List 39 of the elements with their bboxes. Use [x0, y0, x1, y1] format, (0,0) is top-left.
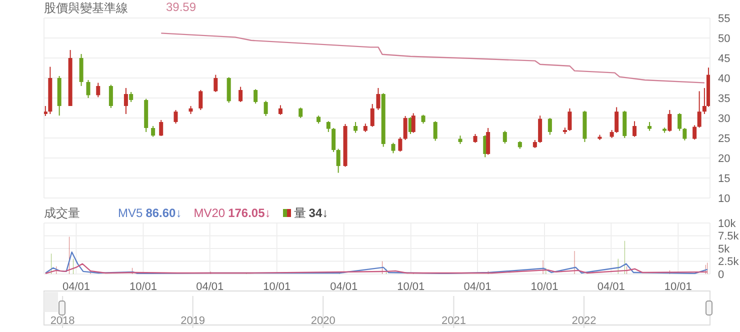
y-tick-label: 45 — [718, 52, 730, 65]
x2-tick-label: 2022 — [572, 315, 596, 327]
text: MV20 — [194, 206, 226, 220]
y-tick-label: 7.5k — [718, 230, 740, 243]
x-tick-label: 04/01 — [597, 280, 625, 293]
legend-label: 量 — [294, 204, 306, 222]
y-tick-label: 5k — [718, 243, 730, 256]
y-tick-label: 10 — [718, 192, 730, 205]
y-tick-label: 2.5k — [718, 256, 740, 268]
x-tick-label: 10/01 — [129, 280, 157, 293]
y-tick-label: 30 — [718, 112, 730, 125]
y-tick-label: 55 — [718, 12, 730, 25]
y-tick-label: 20 — [718, 152, 730, 165]
text: 176.05↓ — [228, 206, 271, 220]
x2-tick-label: 2021 — [441, 315, 466, 327]
chart-title: 股價與變基準線 — [44, 0, 128, 16]
x-tick-label: 04/01 — [62, 280, 90, 293]
x-tick-label: 04/01 — [196, 280, 224, 293]
text: 39.59 — [166, 0, 196, 16]
y-tick-label: 10k — [718, 218, 736, 230]
x-tick-label: 10/01 — [263, 280, 291, 293]
x2-tick-label: 2018 — [50, 315, 75, 327]
y-tick-label: 25 — [718, 132, 730, 145]
y-tick-label: 35 — [718, 92, 730, 105]
chart-title: 成交量 — [44, 205, 80, 221]
x2-tick-label: 2020 — [310, 315, 336, 327]
text: 34↓ — [308, 206, 328, 220]
x-tick-label: 04/01 — [330, 280, 358, 293]
x2-tick-label: 2019 — [180, 315, 206, 327]
y-tick-label: 15 — [718, 172, 730, 185]
x-tick-label: 04/01 — [464, 280, 492, 293]
text: MV5 — [118, 206, 143, 220]
x-tick-label: 10/01 — [397, 280, 425, 293]
x-tick-label: 10/01 — [530, 280, 558, 293]
y-tick-label: 40 — [718, 72, 730, 85]
x-tick-label: 10/01 — [664, 280, 692, 293]
y-tick-label: 50 — [718, 32, 730, 45]
y-tick-label: 0 — [718, 268, 724, 281]
text: 86.60↓ — [146, 206, 182, 220]
